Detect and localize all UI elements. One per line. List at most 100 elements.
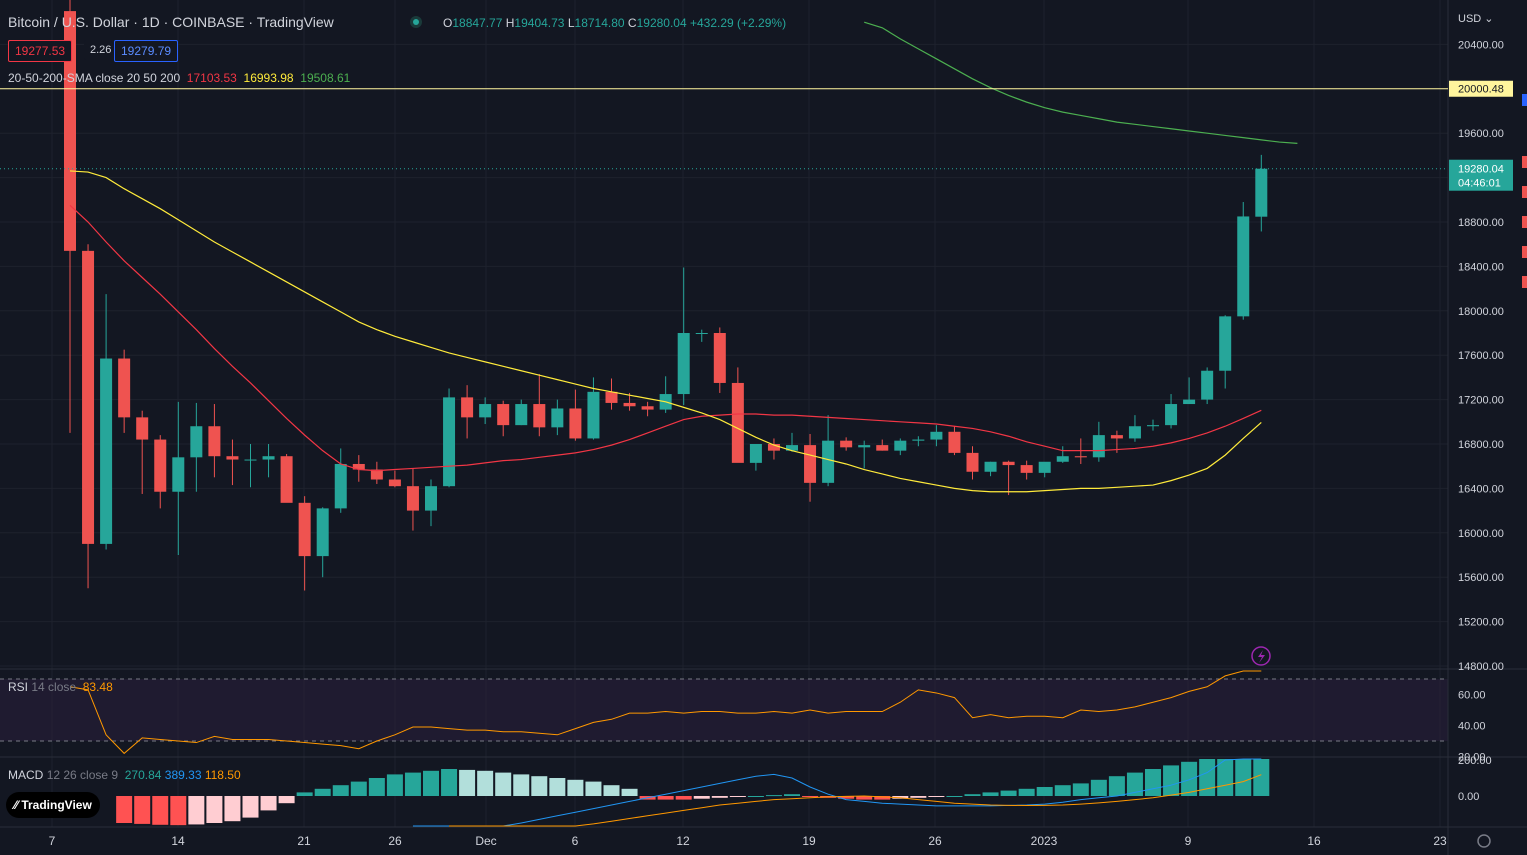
time-tick-label: 26 [928, 834, 942, 848]
price-tick-label: 18400.00 [1458, 261, 1504, 273]
macd-hist-bar [1181, 761, 1198, 796]
macd-hist-bar [856, 796, 873, 800]
macd-hist-bar [1090, 779, 1107, 796]
macd-tick-label: 0.00 [1458, 791, 1479, 803]
macd-hist-bar [1000, 790, 1017, 796]
buy-button[interactable]: 19279.79 [114, 40, 179, 62]
side-marker [1522, 216, 1527, 228]
last-price-box [1449, 159, 1513, 191]
countdown-label: 04:46:01 [1458, 178, 1501, 190]
rsi-tick-label: 60.00 [1458, 690, 1486, 702]
macd-hist-bar [441, 769, 458, 796]
candle-body [136, 417, 149, 440]
price-tick-label: 18000.00 [1458, 306, 1504, 318]
macd-hist-bar [332, 785, 349, 796]
candle-body [1020, 465, 1033, 473]
macd-hist-bar [116, 796, 133, 823]
macd-hist-bar [838, 796, 855, 799]
price-tick-label: 18800.00 [1458, 217, 1504, 229]
macd-hist-bar [242, 796, 259, 818]
side-marker [1522, 94, 1527, 106]
candle-body [118, 358, 131, 418]
time-tick-label: 12 [676, 834, 690, 848]
macd-hist-bar [657, 796, 674, 800]
candle-body [569, 408, 582, 439]
macd-hist-bar [350, 781, 367, 796]
candle-body [1183, 399, 1196, 405]
macd-hist-bar [729, 796, 746, 797]
time-tick-label: 19 [802, 834, 816, 848]
ohlc-readout: O18847.77 H19404.73 L18714.80 C19280.04 … [443, 16, 787, 30]
candle-body [749, 444, 762, 463]
candle-body [641, 406, 654, 410]
macd-hist-bar [1217, 759, 1234, 796]
price-tick-label: 17600.00 [1458, 350, 1504, 362]
candle-body [786, 445, 798, 451]
macd-legend[interactable]: MACD 12 26 close 9 270.84 389.33 118.50 [8, 768, 241, 782]
macd-hist-bar [188, 796, 205, 825]
candle-body [154, 439, 167, 492]
candle-body [912, 439, 925, 441]
macd-hist-bar [260, 796, 277, 811]
price-tick-label: 15200.00 [1458, 617, 1504, 629]
candle-body [497, 404, 510, 426]
market-open-icon [410, 16, 422, 28]
time-axis[interactable]: 7 14 21 26 Dec 6 12 19 26 2023 9 16 23 [49, 646, 1491, 848]
settings-gear-icon[interactable] [1477, 834, 1491, 848]
macd-hist-bar [278, 796, 295, 804]
price-tick-label: 16400.00 [1458, 483, 1504, 495]
candle-body [623, 402, 636, 407]
macd-hist-bar [874, 796, 891, 800]
side-marker [1522, 186, 1527, 198]
candle-body [858, 445, 871, 448]
rsi-legend[interactable]: RSI 14 close 83.48 [8, 680, 113, 694]
candle-body [425, 486, 437, 511]
candle-body [443, 397, 456, 487]
time-tick-label: 26 [388, 834, 402, 848]
candle-body [930, 431, 943, 440]
candle-body [966, 452, 979, 472]
candle-body [1056, 456, 1069, 462]
candle-body [948, 431, 961, 453]
candle-body [695, 333, 708, 334]
macd-hist-bar [1163, 765, 1180, 796]
time-tick-label: 14 [171, 834, 185, 848]
candle-body [1237, 216, 1250, 317]
price-axis[interactable]: 20400.00 19600.00 18800.00 18400.00 18000.00… [1449, 39, 1527, 803]
candle-body [587, 391, 600, 439]
sell-button[interactable]: 19277.53 [8, 40, 73, 62]
tradingview-logo[interactable]: ⁄⁄ TradingView [6, 792, 100, 818]
candle-body [894, 440, 907, 451]
candle-body [605, 391, 618, 403]
candle-body [713, 333, 726, 383]
macd-tick-label: 200.00 [1458, 755, 1492, 767]
rsi-line [69, 670, 1262, 755]
time-tick-label: 23 [1433, 834, 1447, 848]
sma-legend[interactable]: 20-50-200-SMA close 20 50 200 17103.53 1… [8, 71, 351, 85]
spread-value: 2.26 [84, 40, 118, 60]
candle-body [1074, 456, 1087, 458]
side-marker [1522, 156, 1527, 168]
candle-body [1092, 435, 1105, 458]
candle-body [479, 404, 492, 418]
candle-body [352, 463, 365, 470]
macd-hist-bar [495, 772, 512, 796]
candle-body [244, 459, 257, 461]
macd-hist-bar [206, 796, 223, 823]
macd-hist-bar [765, 795, 782, 797]
macd-hist-bar [928, 796, 945, 797]
macd-hist-bar [531, 776, 548, 796]
price-tick-label: 17200.00 [1458, 395, 1504, 407]
currency-selector[interactable]: USD ⌄ [1458, 13, 1494, 25]
macd-pane [116, 758, 1270, 827]
price-tick-label: 16800.00 [1458, 439, 1504, 451]
macd-hist-bar [386, 774, 403, 796]
macd-hist-bar [1126, 772, 1143, 796]
sma50-line [69, 170, 1262, 493]
candle-body [388, 479, 401, 487]
macd-hist-bar [1036, 787, 1053, 796]
macd-hist-bar [224, 796, 241, 822]
time-tick-label: 21 [297, 834, 311, 848]
